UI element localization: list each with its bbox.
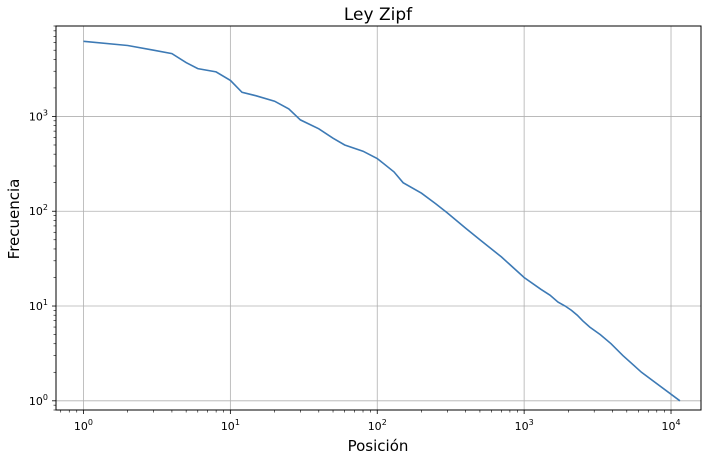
y-tick-label: 101 — [29, 298, 48, 313]
x-tick-label: 103 — [515, 418, 534, 433]
x-tick-label: 101 — [221, 418, 240, 433]
y-axis-ticks: 100 101 102 103 — [29, 25, 56, 411]
x-tick-label: 104 — [661, 418, 680, 433]
x-axis-label: Posición — [348, 437, 409, 455]
y-axis-label: Frecuencia — [5, 179, 23, 260]
series-line — [83, 40, 681, 402]
y-tick-label: 103 — [29, 108, 48, 123]
chart-title: Ley Zipf — [344, 5, 413, 25]
x-tick-label: 102 — [368, 418, 387, 433]
y-tick-label: 102 — [29, 203, 48, 218]
x-axis-ticks: 100 101 102 103 104 — [60, 410, 681, 433]
plot-frame — [55, 25, 702, 411]
y-tick-label: 100 — [29, 393, 48, 408]
x-tick-label: 100 — [74, 418, 93, 433]
grid-lines — [56, 26, 701, 410]
